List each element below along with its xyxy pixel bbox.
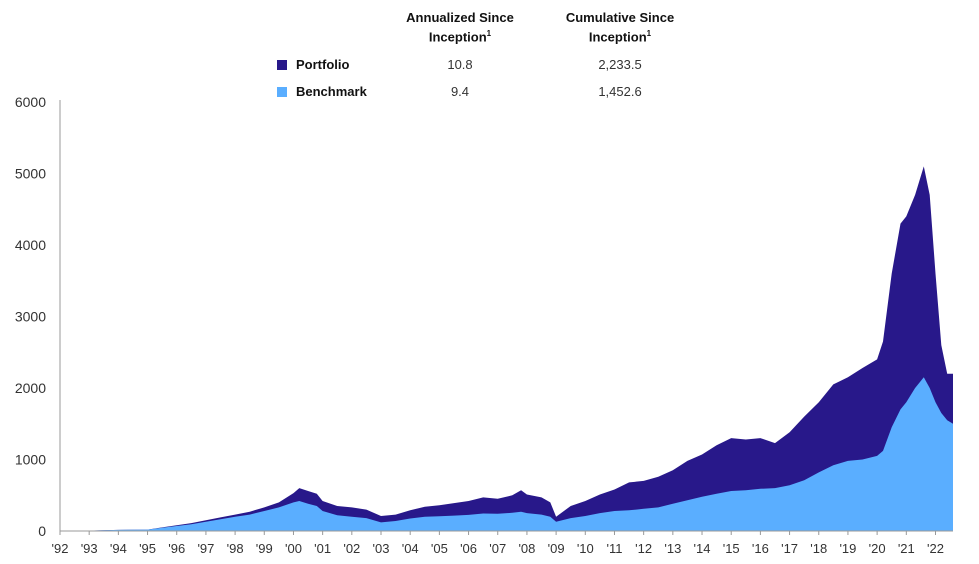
- portfolio-annualized: 10.8: [447, 57, 473, 72]
- x-tick-label: '00: [285, 541, 302, 556]
- y-tick-label: 6000: [15, 94, 46, 110]
- annualized-header: Annualized Since Inception1: [380, 10, 540, 45]
- x-tick-label: '01: [314, 541, 331, 556]
- x-tick-label: '03: [373, 541, 390, 556]
- benchmark-cumulative: 1,452.6: [598, 84, 642, 99]
- x-tick-label: '94: [110, 541, 127, 556]
- x-tick-label: '09: [548, 541, 565, 556]
- plot-area: [60, 166, 953, 531]
- x-tick-label: '07: [489, 541, 506, 556]
- annualized-header-line2: Inception: [428, 29, 487, 45]
- x-tick-label: '02: [343, 541, 360, 556]
- portfolio-area: [60, 166, 953, 531]
- cumulative-header-line2: Inception: [588, 29, 647, 45]
- x-tick-label: '20: [869, 541, 886, 556]
- x-tick-label: '22: [927, 541, 944, 556]
- footnote-marker: 1: [486, 29, 492, 38]
- benchmark-swatch: [277, 87, 287, 97]
- x-tick-label: '96: [168, 541, 185, 556]
- x-tick-label: '13: [664, 541, 681, 556]
- x-tick-label: '06: [460, 541, 477, 556]
- portfolio-label: Portfolio: [296, 57, 350, 72]
- x-tick-label: '98: [227, 541, 244, 556]
- cumulative-header-line1: Cumulative Since: [565, 10, 675, 25]
- x-tick-label: '10: [577, 541, 594, 556]
- x-tick-label: '15: [723, 541, 740, 556]
- legend-table: Annualized Since Inception1 Cumulative S…: [270, 10, 730, 110]
- portfolio-cumulative: 2,233.5: [598, 57, 642, 72]
- x-tick-label: '21: [898, 541, 915, 556]
- x-tick-label: '16: [752, 541, 769, 556]
- legend-row-benchmark: Benchmark 9.4 1,452.6: [270, 83, 730, 103]
- benchmark-label: Benchmark: [296, 84, 367, 99]
- y-tick-label: 2000: [15, 380, 46, 396]
- x-tick-label: '97: [197, 541, 214, 556]
- x-tick-label: '19: [839, 541, 856, 556]
- y-tick-label: 0: [38, 523, 46, 539]
- x-tick-label: '93: [81, 541, 98, 556]
- y-axis: 0 1000 2000 3000 4000 5000 6000: [15, 94, 46, 539]
- x-tick-label: '14: [694, 541, 711, 556]
- x-tick-label: '11: [606, 541, 622, 556]
- y-tick-label: 3000: [15, 309, 46, 325]
- x-tick-label: '12: [635, 541, 652, 556]
- footnote-marker: 1: [646, 29, 652, 38]
- benchmark-area: [60, 377, 953, 531]
- x-axis: '92 '93 '94 '95 '96 '97 '98 '99 '00 '01 '02 '03 '04 '…: [52, 531, 944, 556]
- x-tick-label: '18: [810, 541, 827, 556]
- cumulative-header: Cumulative Since Inception1: [540, 10, 700, 45]
- x-tick-label: '05: [431, 541, 448, 556]
- legend-row-portfolio: Portfolio 10.8 2,233.5: [270, 56, 730, 76]
- x-tick-label: '95: [139, 541, 156, 556]
- y-tick-label: 4000: [15, 237, 46, 253]
- y-tick-label: 1000: [15, 452, 46, 468]
- y-tick-label: 5000: [15, 166, 46, 182]
- x-tick-label: '17: [781, 541, 798, 556]
- portfolio-swatch: [277, 60, 287, 70]
- x-tick-label: '99: [256, 541, 273, 556]
- x-tick-label: '92: [52, 541, 69, 556]
- x-tick-label: '04: [402, 541, 419, 556]
- x-tick-label: '08: [518, 541, 535, 556]
- annualized-header-line1: Annualized Since: [406, 10, 514, 25]
- benchmark-annualized: 9.4: [450, 84, 470, 99]
